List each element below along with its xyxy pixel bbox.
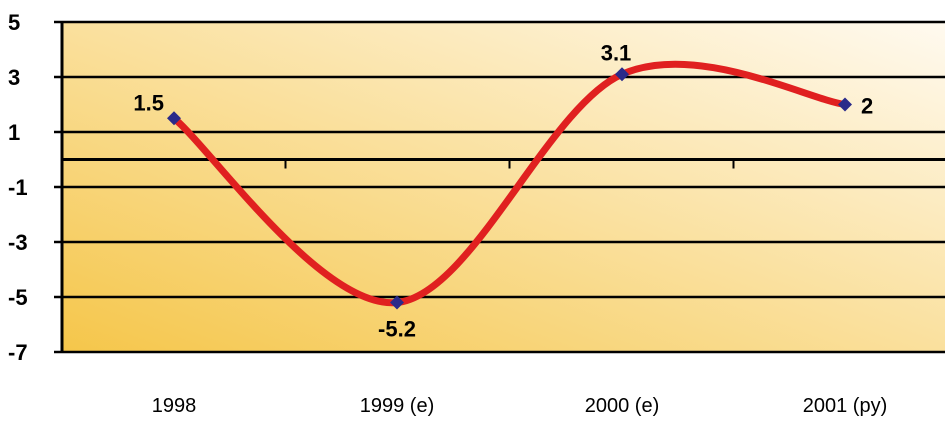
- data-label: 2: [861, 94, 873, 119]
- data-point-marker: [390, 295, 404, 310]
- series-line: [170, 60, 849, 307]
- y-tick-label: -5: [8, 285, 28, 310]
- x-tick-label: 2000 (e): [585, 395, 660, 417]
- data-label: -5.2: [378, 317, 416, 342]
- y-tick-label: -3: [8, 230, 28, 255]
- x-tick-label: 1999 (e): [360, 395, 435, 417]
- y-tick-label: -7: [8, 340, 28, 365]
- y-tick-label: 3: [8, 65, 20, 90]
- x-tick-label: 2001 (py): [803, 395, 888, 417]
- y-tick-label: -1: [8, 175, 28, 200]
- data-point-marker: [838, 97, 852, 112]
- data-label: 1.5: [133, 90, 164, 115]
- y-tick-label: 1: [8, 120, 20, 145]
- data-point-marker: [167, 111, 181, 126]
- data-label: 3.1: [601, 40, 632, 65]
- data-point-marker: [615, 67, 629, 82]
- x-tick-label: 1998: [152, 395, 197, 417]
- y-tick-label: 5: [8, 10, 20, 35]
